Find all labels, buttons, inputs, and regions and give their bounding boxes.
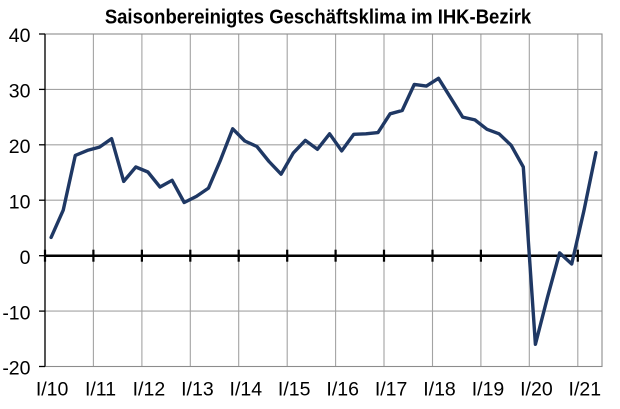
svg-text:I/19: I/19: [472, 379, 505, 401]
svg-text:20: 20: [9, 136, 31, 158]
svg-text:Saisonbereinigtes Geschäftskli: Saisonbereinigtes Geschäftsklima im IHK-…: [105, 7, 532, 29]
svg-text:I/11: I/11: [85, 379, 116, 401]
svg-text:I/12: I/12: [133, 379, 166, 401]
svg-text:I/14: I/14: [230, 379, 263, 401]
svg-text:I/13: I/13: [181, 379, 214, 401]
svg-text:I/10: I/10: [36, 379, 69, 401]
svg-text:-10: -10: [2, 302, 30, 324]
svg-text:I/18: I/18: [423, 379, 456, 401]
svg-text:10: 10: [9, 192, 31, 214]
svg-text:40: 40: [9, 25, 31, 47]
svg-text:I/21: I/21: [569, 379, 602, 401]
svg-text:-20: -20: [2, 358, 30, 380]
svg-text:30: 30: [9, 81, 31, 103]
svg-text:I/17: I/17: [375, 379, 408, 401]
svg-text:0: 0: [20, 247, 31, 269]
svg-text:I/20: I/20: [520, 379, 553, 401]
svg-text:I/15: I/15: [278, 379, 311, 401]
svg-text:I/16: I/16: [326, 379, 359, 401]
